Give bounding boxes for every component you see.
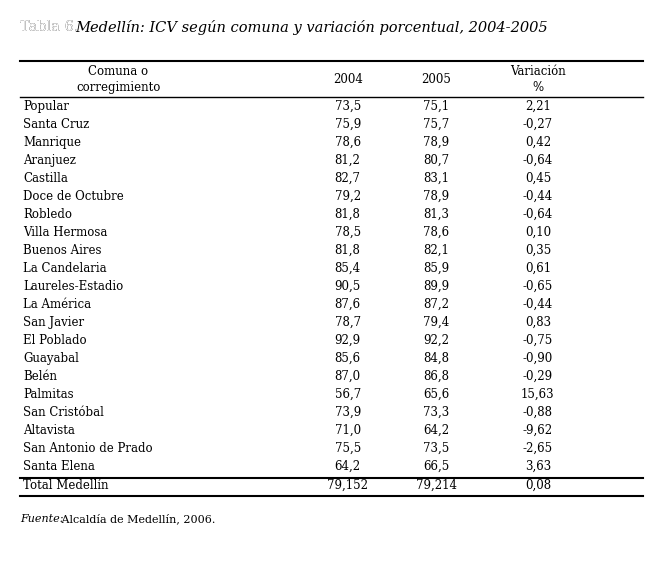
Text: 92,2: 92,2	[423, 333, 449, 347]
Text: -0,65: -0,65	[523, 279, 553, 293]
Text: -0,64: -0,64	[523, 153, 553, 167]
Text: Belén: Belén	[23, 370, 57, 383]
Text: 2,21: 2,21	[525, 99, 551, 113]
Text: -0,90: -0,90	[523, 352, 553, 365]
Text: 0,35: 0,35	[525, 243, 551, 257]
Text: 89,9: 89,9	[423, 279, 449, 293]
Text: 73,9: 73,9	[335, 406, 361, 419]
Text: La América: La América	[23, 297, 91, 311]
Text: 81,8: 81,8	[335, 243, 361, 257]
Text: 78,5: 78,5	[335, 225, 361, 239]
Text: 90,5: 90,5	[335, 279, 361, 293]
Text: 86,8: 86,8	[423, 370, 449, 383]
Text: -2,65: -2,65	[523, 442, 553, 455]
Text: 2005: 2005	[421, 73, 451, 85]
Text: Santa Elena: Santa Elena	[23, 460, 95, 473]
Text: Robledo: Robledo	[23, 207, 72, 221]
Text: 78,9: 78,9	[423, 189, 449, 203]
Text: 85,6: 85,6	[335, 352, 361, 365]
Text: 85,9: 85,9	[423, 261, 449, 275]
Text: 81,8: 81,8	[335, 207, 361, 221]
Text: Tabla 6.: Tabla 6.	[20, 20, 83, 34]
Text: Alcaldía de Medellín, 2006.: Alcaldía de Medellín, 2006.	[58, 514, 215, 525]
Text: San Javier: San Javier	[23, 315, 84, 329]
Text: El Poblado: El Poblado	[23, 333, 87, 347]
Text: 81,2: 81,2	[335, 153, 361, 167]
Text: 64,2: 64,2	[423, 424, 449, 437]
Text: 0,10: 0,10	[525, 225, 551, 239]
Text: 73,3: 73,3	[423, 406, 449, 419]
Text: 78,6: 78,6	[423, 225, 449, 239]
Text: -0,44: -0,44	[523, 189, 553, 203]
Text: 2004: 2004	[333, 73, 363, 85]
Text: 3,63: 3,63	[525, 460, 551, 473]
Text: 64,2: 64,2	[335, 460, 361, 473]
Text: 73,5: 73,5	[335, 99, 361, 113]
Text: 80,7: 80,7	[423, 153, 449, 167]
Text: 82,1: 82,1	[423, 243, 449, 257]
Text: Laureles-Estadio: Laureles-Estadio	[23, 279, 123, 293]
Text: San Antonio de Prado: San Antonio de Prado	[23, 442, 153, 455]
Text: 78,7: 78,7	[335, 315, 361, 329]
Text: 79,214: 79,214	[416, 479, 457, 492]
Text: Variación
%: Variación %	[510, 64, 565, 94]
Text: -0,44: -0,44	[523, 297, 553, 311]
Text: Castilla: Castilla	[23, 171, 68, 185]
Text: Tabla 6.: Tabla 6.	[20, 20, 83, 34]
Text: 56,7: 56,7	[335, 388, 361, 401]
Text: 87,6: 87,6	[335, 297, 361, 311]
Text: Santa Cruz: Santa Cruz	[23, 117, 89, 131]
Text: 0,08: 0,08	[525, 479, 551, 492]
Text: 84,8: 84,8	[423, 352, 449, 365]
Text: -0,29: -0,29	[523, 370, 553, 383]
Text: 79,2: 79,2	[335, 189, 361, 203]
Text: 75,7: 75,7	[423, 117, 449, 131]
Text: Manrique: Manrique	[23, 135, 81, 149]
Text: Comuna o
corregimiento: Comuna o corregimiento	[76, 64, 160, 94]
Text: 0,61: 0,61	[525, 261, 551, 275]
Text: -0,75: -0,75	[523, 333, 553, 347]
Text: Doce de Octubre: Doce de Octubre	[23, 189, 124, 203]
Text: Buenos Aires: Buenos Aires	[23, 243, 102, 257]
Text: 78,6: 78,6	[335, 135, 361, 149]
Text: Fuente:: Fuente:	[20, 514, 63, 523]
Text: 0,45: 0,45	[525, 171, 551, 185]
Text: -0,27: -0,27	[523, 117, 553, 131]
Text: 79,152: 79,152	[327, 479, 368, 492]
Text: -0,64: -0,64	[523, 207, 553, 221]
Text: 73,5: 73,5	[423, 442, 449, 455]
Text: 75,1: 75,1	[423, 99, 449, 113]
Text: 78,9: 78,9	[423, 135, 449, 149]
Text: San Cristóbal: San Cristóbal	[23, 406, 104, 419]
Text: Medellín: ICV según comuna y variación porcentual, 2004-2005: Medellín: ICV según comuna y variación p…	[75, 20, 548, 35]
Text: -9,62: -9,62	[523, 424, 553, 437]
Text: Altavista: Altavista	[23, 424, 75, 437]
Text: 85,4: 85,4	[335, 261, 361, 275]
Text: 87,0: 87,0	[335, 370, 361, 383]
Text: 75,5: 75,5	[335, 442, 361, 455]
Text: 0,42: 0,42	[525, 135, 551, 149]
Text: 66,5: 66,5	[423, 460, 449, 473]
Text: 87,2: 87,2	[423, 297, 449, 311]
Text: Villa Hermosa: Villa Hermosa	[23, 225, 108, 239]
Text: 92,9: 92,9	[335, 333, 361, 347]
Text: 71,0: 71,0	[335, 424, 361, 437]
Text: Palmitas: Palmitas	[23, 388, 73, 401]
Text: 79,4: 79,4	[423, 315, 449, 329]
Text: Guayabal: Guayabal	[23, 352, 79, 365]
Text: 65,6: 65,6	[423, 388, 449, 401]
Text: -0,88: -0,88	[523, 406, 553, 419]
Text: Popular: Popular	[23, 99, 69, 113]
Text: 75,9: 75,9	[335, 117, 361, 131]
Text: Aranjuez: Aranjuez	[23, 153, 76, 167]
Text: Total Medellín: Total Medellín	[23, 479, 108, 492]
Text: 82,7: 82,7	[335, 171, 361, 185]
Text: La Candelaria: La Candelaria	[23, 261, 106, 275]
Text: 83,1: 83,1	[423, 171, 449, 185]
Text: 0,83: 0,83	[525, 315, 551, 329]
Text: 15,63: 15,63	[521, 388, 555, 401]
Text: 81,3: 81,3	[423, 207, 449, 221]
